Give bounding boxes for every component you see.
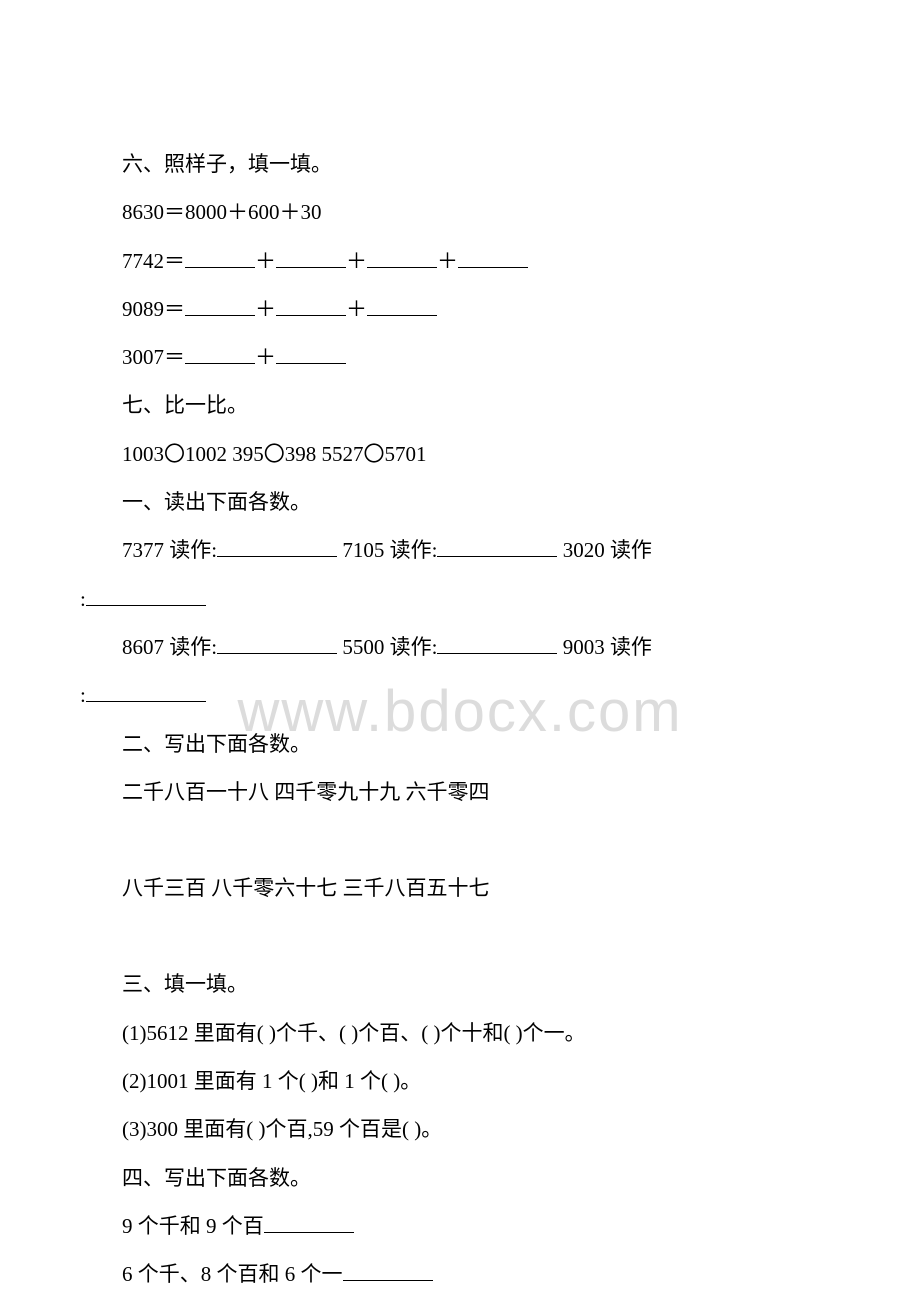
section-6-title: 六、照样子，填一填。 (80, 140, 840, 188)
blank-input[interactable] (185, 245, 255, 268)
read-row-1: 7377 读作: 7105 读作: 3020 读作 (80, 526, 840, 574)
section-4-title: 四、写出下面各数。 (80, 1154, 840, 1202)
section-3-title: 三、填一填。 (80, 960, 840, 1008)
blank-input[interactable] (276, 245, 346, 268)
read-row-2: 8607 读作: 5500 读作: 9003 读作 (80, 623, 840, 671)
blank-input[interactable] (437, 534, 557, 557)
blank-input[interactable] (217, 534, 337, 557)
blank-input[interactable] (86, 583, 206, 606)
prefix-3007: 3007＝ (122, 345, 185, 369)
blank-input[interactable] (343, 1258, 433, 1281)
read-row-1-cont: : (80, 575, 840, 623)
problem-3007: 3007＝ ＋ (80, 333, 840, 381)
read-9003: 9003 读作 (563, 635, 652, 659)
compare-line: 1003〇1002 395〇398 5527〇5701 (80, 430, 840, 478)
blank-input[interactable] (367, 293, 437, 316)
write-item-1: 9 个千和 9 个百 (80, 1202, 840, 1250)
problem-9089: 9089＝ ＋ ＋ (80, 285, 840, 333)
prefix-7742: 7742＝ (122, 249, 185, 273)
blank-input[interactable] (276, 293, 346, 316)
plus-sign: ＋ (437, 249, 458, 273)
write-row-1: 二千八百一十八 四千零九十九 六千零四 (80, 768, 840, 816)
read-row-2-cont: : (80, 671, 840, 719)
problem-7742: 7742＝ ＋ ＋ ＋ (80, 237, 840, 285)
spacing (80, 816, 840, 864)
write-row-2: 八千三百 八千零六十七 三千八百五十七 (80, 864, 840, 912)
section-6-example: 8630＝8000＋600＋30 (80, 188, 840, 236)
read-8607: 8607 读作: (122, 635, 217, 659)
section-2-title: 二、写出下面各数。 (80, 720, 840, 768)
blank-input[interactable] (185, 293, 255, 316)
read-7105: 7105 读作: (342, 538, 437, 562)
fill-item-2: (2)1001 里面有 1 个( )和 1 个( )。 (80, 1057, 840, 1105)
read-5500: 5500 读作: (342, 635, 437, 659)
spacing (80, 912, 840, 960)
plus-sign: ＋ (255, 297, 276, 321)
fill-item-3: (3)300 里面有( )个百,59 个百是( )。 (80, 1105, 840, 1153)
plus-sign: ＋ (255, 345, 276, 369)
fill-item-1: (1)5612 里面有( )个千、( )个百、( )个十和( )个一。 (80, 1009, 840, 1057)
plus-sign: ＋ (346, 249, 367, 273)
document-content: 六、照样子，填一填。 8630＝8000＋600＋30 7742＝ ＋ ＋ ＋ 908… (80, 140, 840, 1299)
section-7-title: 七、比一比。 (80, 381, 840, 429)
prefix-9089: 9089＝ (122, 297, 185, 321)
plus-sign: ＋ (346, 297, 367, 321)
write-item-1-text: 9 个千和 9 个百 (122, 1214, 264, 1238)
blank-input[interactable] (367, 245, 437, 268)
blank-input[interactable] (185, 341, 255, 364)
read-3020: 3020 读作 (563, 538, 652, 562)
blank-input[interactable] (264, 1210, 354, 1233)
blank-input[interactable] (437, 631, 557, 654)
read-7377: 7377 读作: (122, 538, 217, 562)
write-item-2: 6 个千、8 个百和 6 个一 (80, 1250, 840, 1298)
blank-input[interactable] (276, 341, 346, 364)
section-1-title: 一、读出下面各数。 (80, 478, 840, 526)
blank-input[interactable] (458, 245, 528, 268)
blank-input[interactable] (86, 679, 206, 702)
plus-sign: ＋ (255, 249, 276, 273)
blank-input[interactable] (217, 631, 337, 654)
write-item-2-text: 6 个千、8 个百和 6 个一 (122, 1262, 343, 1286)
